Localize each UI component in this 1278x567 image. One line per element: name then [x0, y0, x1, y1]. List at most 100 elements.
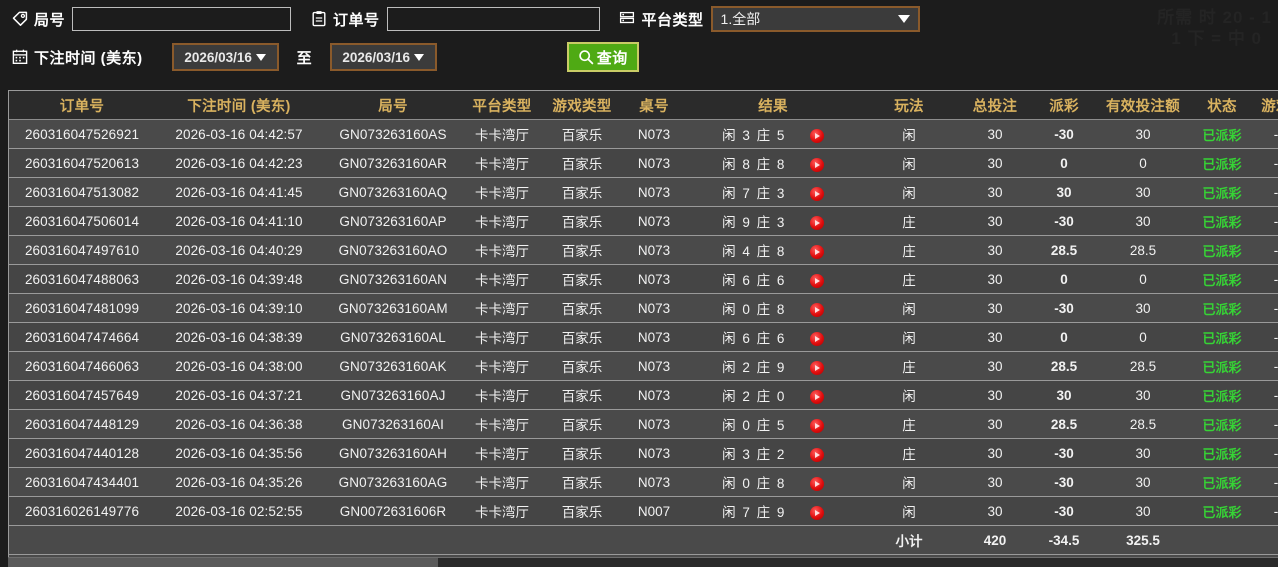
col-header-bet-on[interactable]: 玩法: [861, 91, 957, 120]
end-date-picker[interactable]: 2026/03/16: [329, 43, 437, 71]
cell-table_no: N073: [623, 467, 685, 497]
cell-game_extra: -: [1253, 409, 1278, 439]
cell-total_bet: 30: [957, 235, 1033, 265]
play-video-icon[interactable]: [809, 419, 824, 434]
table-row[interactable]: 260316047513082 2026-03-16 04:41:45 GN0732…: [9, 177, 1278, 207]
play-video-icon[interactable]: [809, 390, 824, 405]
col-header-bet-time[interactable]: 下注时间 (美东): [155, 91, 323, 120]
cell-valid_bet: 30: [1095, 496, 1191, 526]
cell-table_no: N073: [623, 177, 685, 207]
cell-game_extra: -: [1253, 148, 1278, 178]
play-video-icon[interactable]: [809, 506, 824, 521]
end-date-value: 2026/03/16: [342, 49, 410, 65]
cell-order_no: 260316047506014: [9, 206, 155, 236]
cell-table_no: N073: [623, 148, 685, 178]
play-video-icon[interactable]: [809, 216, 824, 231]
cell-platform: 卡卡湾厅: [463, 351, 541, 381]
table-row[interactable]: 260316026149776 2026-03-16 02:52:55 GN0072…: [9, 496, 1278, 526]
bet-history-table-container: 订单号 下注时间 (美东) 局号 平台类型 游戏类型 桌号 结果 玩法 总投注 …: [8, 90, 1278, 567]
status-badge: 已派彩: [1202, 185, 1242, 201]
cell-game_extra: -: [1253, 119, 1278, 149]
cell-payout: 30: [1033, 177, 1095, 207]
table-row[interactable]: 260316047457649 2026-03-16 04:37:21 GN0732…: [9, 380, 1278, 410]
cell-bet_time: 2026-03-16 04:39:48: [155, 264, 323, 294]
table-row[interactable]: 260316047466063 2026-03-16 04:38:00 GN0732…: [9, 351, 1278, 381]
horizontal-scrollbar[interactable]: [8, 557, 1278, 567]
table-row[interactable]: 260316047506014 2026-03-16 04:41:10 GN0732…: [9, 206, 1278, 236]
play-video-icon[interactable]: [809, 303, 824, 318]
query-button[interactable]: 查询: [566, 42, 639, 72]
play-video-icon[interactable]: [809, 477, 824, 492]
platform-type-select[interactable]: 1.全部: [710, 6, 920, 32]
cell-status: 已派彩: [1191, 380, 1253, 410]
col-header-game-type[interactable]: 游戏类型: [541, 91, 623, 120]
table-row[interactable]: 260316047488063 2026-03-16 04:39:48 GN0732…: [9, 264, 1278, 294]
bet-time-label: 下注时间 (美东): [34, 49, 143, 67]
col-header-result[interactable]: 结果: [685, 91, 861, 120]
col-header-order-no[interactable]: 订单号: [9, 91, 155, 120]
result-text: 闲 6 庄 6: [722, 273, 786, 288]
table-row[interactable]: 260316047520613 2026-03-16 04:42:23 GN0732…: [9, 148, 1278, 178]
cell-game_extra: -: [1253, 293, 1278, 323]
summary-payout: -34.5: [1033, 525, 1095, 555]
cell-bet_time: 2026-03-16 04:42:23: [155, 148, 323, 178]
status-badge: 已派彩: [1202, 214, 1242, 230]
cell-payout: -30: [1033, 119, 1095, 149]
cell-result: 闲 3 庄 5: [685, 119, 861, 149]
round-no-input[interactable]: [72, 7, 292, 31]
play-video-icon[interactable]: [809, 245, 824, 260]
search-icon: [578, 49, 594, 65]
cell-table_no: N073: [623, 322, 685, 352]
status-badge: 已派彩: [1202, 127, 1242, 143]
table-row[interactable]: 260316047497610 2026-03-16 04:40:29 GN0732…: [9, 235, 1278, 265]
play-video-icon[interactable]: [809, 332, 824, 347]
cell-platform: 卡卡湾厅: [463, 380, 541, 410]
summary-label: 小计: [861, 525, 957, 555]
cell-round_no: GN073263160AM: [323, 293, 463, 323]
status-badge: 已派彩: [1202, 504, 1242, 520]
cell-status: 已派彩: [1191, 322, 1253, 352]
cell-bet_time: 2026-03-16 04:40:29: [155, 235, 323, 265]
col-header-round-no[interactable]: 局号: [323, 91, 463, 120]
scrollbar-thumb[interactable]: [8, 558, 438, 567]
play-video-icon[interactable]: [809, 274, 824, 289]
play-video-icon[interactable]: [809, 361, 824, 376]
cell-game_extra: -: [1253, 264, 1278, 294]
play-video-icon[interactable]: [809, 187, 824, 202]
table-row[interactable]: 260316047481099 2026-03-16 04:39:10 GN0732…: [9, 293, 1278, 323]
cell-bet_time: 2026-03-16 02:52:55: [155, 496, 323, 526]
summary-spacer: [685, 525, 861, 555]
cell-bet_on: 闲: [861, 119, 957, 149]
cell-total_bet: 30: [957, 467, 1033, 497]
cell-bet_time: 2026-03-16 04:41:45: [155, 177, 323, 207]
cell-valid_bet: 30: [1095, 380, 1191, 410]
play-video-icon[interactable]: [809, 158, 824, 173]
cell-round_no: GN073263160AQ: [323, 177, 463, 207]
col-header-platform[interactable]: 平台类型: [463, 91, 541, 120]
table-row[interactable]: 260316047474664 2026-03-16 04:38:39 GN0732…: [9, 322, 1278, 352]
cell-total_bet: 30: [957, 496, 1033, 526]
cell-total_bet: 30: [957, 119, 1033, 149]
cell-order_no: 260316047474664: [9, 322, 155, 352]
cell-bet_on: 闲: [861, 380, 957, 410]
col-header-game-extra[interactable]: 游戏: [1253, 91, 1278, 120]
play-video-icon[interactable]: [809, 129, 824, 144]
col-header-payout[interactable]: 派彩: [1033, 91, 1095, 120]
col-header-valid-bet[interactable]: 有效投注额: [1095, 91, 1191, 120]
col-header-table-no[interactable]: 桌号: [623, 91, 685, 120]
cell-status: 已派彩: [1191, 496, 1253, 526]
cell-payout: 0: [1033, 148, 1095, 178]
col-header-total-bet[interactable]: 总投注: [957, 91, 1033, 120]
status-badge: 已派彩: [1202, 475, 1242, 491]
cell-bet_on: 闲: [861, 293, 957, 323]
table-row[interactable]: 260316047434401 2026-03-16 04:35:26 GN0732…: [9, 467, 1278, 497]
table-row[interactable]: 260316047440128 2026-03-16 04:35:56 GN0732…: [9, 438, 1278, 468]
cell-order_no: 260316026149776: [9, 496, 155, 526]
col-header-status[interactable]: 状态: [1191, 91, 1253, 120]
table-row[interactable]: 260316047526921 2026-03-16 04:42:57 GN0732…: [9, 119, 1278, 149]
cell-bet_time: 2026-03-16 04:35:56: [155, 438, 323, 468]
order-no-input[interactable]: [386, 7, 600, 31]
start-date-picker[interactable]: 2026/03/16: [171, 43, 279, 71]
play-video-icon[interactable]: [809, 448, 824, 463]
table-row[interactable]: 260316047448129 2026-03-16 04:36:38 GN0732…: [9, 409, 1278, 439]
